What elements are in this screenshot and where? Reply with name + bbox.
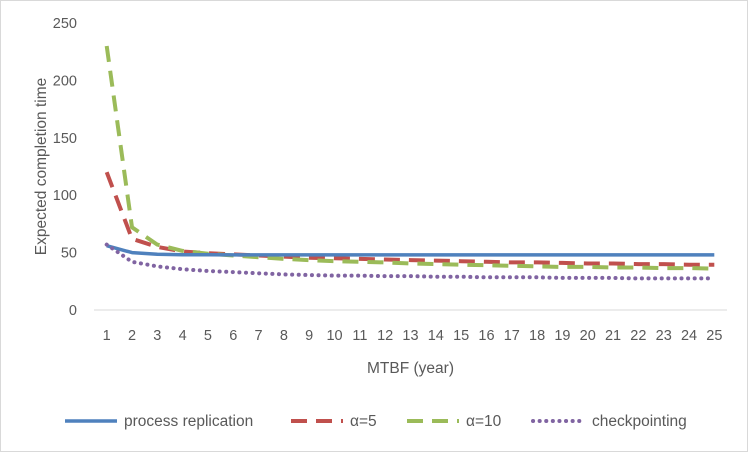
x-tick-label: 22	[630, 328, 646, 344]
x-tick-label: 24	[681, 328, 697, 344]
y-tick-label: 150	[53, 131, 77, 147]
x-tick-label: 11	[352, 328, 367, 344]
x-axis-title: MTBF (year)	[367, 360, 454, 377]
x-tick-label: 18	[529, 328, 545, 344]
x-tick-label: 13	[402, 328, 418, 344]
series-line-2	[104, 45, 715, 271]
x-tick-label: 6	[229, 328, 237, 344]
x-tick-label: 21	[605, 328, 621, 344]
x-tick-label: 19	[554, 328, 570, 344]
y-tick-label: 100	[53, 188, 77, 204]
x-tick-label: 2	[128, 328, 136, 344]
x-tick-label: 23	[656, 328, 672, 344]
x-tick-label: 5	[204, 328, 212, 344]
legend-label: α=5	[350, 413, 377, 430]
x-tick-label: 9	[305, 328, 313, 344]
x-tick-label: 15	[453, 328, 469, 344]
legend-label: process replication	[124, 413, 253, 430]
series-line-3	[104, 242, 717, 281]
y-tick-label: 250	[53, 16, 77, 32]
x-tick-label: 16	[478, 328, 494, 344]
x-tick-label: 10	[326, 328, 342, 344]
x-tick-label: 12	[377, 328, 393, 344]
x-tick-label: 3	[153, 328, 161, 344]
x-tick-label: 1	[103, 328, 111, 344]
legend: process replication α=5 α=10 checkpointing	[65, 413, 687, 430]
y-tick-label: 50	[61, 246, 77, 262]
legend-label: α=10	[466, 413, 502, 430]
y-tick-label: 200	[53, 73, 77, 89]
x-tick-label: 14	[428, 328, 444, 344]
legend-label: checkpointing	[592, 413, 687, 430]
plot-area	[104, 45, 717, 281]
series-line-1	[104, 171, 715, 267]
series-line-0	[106, 244, 715, 257]
x-tick-label: 7	[255, 328, 263, 344]
y-axis-ticks: 0 50 100 150 200 250	[53, 16, 77, 319]
x-tick-label: 4	[179, 328, 187, 344]
x-tick-label: 8	[280, 328, 288, 344]
x-axis-ticks: 1 2 3 4 5 6 7 8 9 10 11 12 13 14 15 16 17 18 19 20 21 22 23 24 2…	[103, 328, 723, 344]
x-tick-label: 20	[580, 328, 596, 344]
x-tick-label: 25	[706, 328, 722, 344]
x-tick-label: 17	[504, 328, 520, 344]
y-axis-title: Expected completion time	[33, 78, 50, 255]
y-tick-label: 0	[69, 303, 77, 319]
